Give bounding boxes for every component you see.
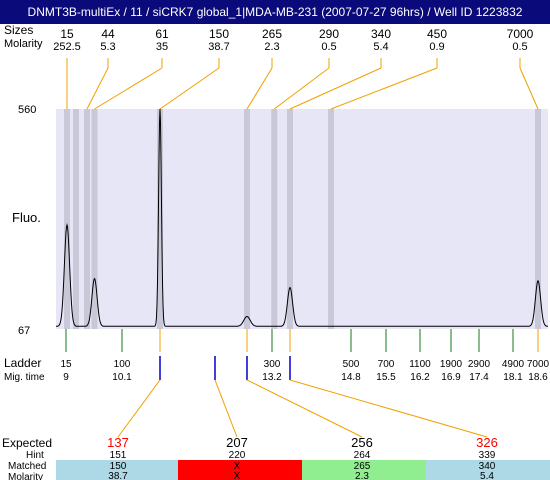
matched-label: Matched <box>8 461 46 472</box>
ladder-size-label: 300 <box>264 359 281 370</box>
ladder-migtime-label: 13.2 <box>262 372 282 383</box>
ladder-label: Ladder <box>4 356 41 370</box>
peak-molarity-label: 5.4 <box>373 41 388 53</box>
plot-area <box>56 109 548 329</box>
ladder-migtime-label: 16.9 <box>441 372 461 383</box>
peak-molarity-label: 38.7 <box>208 41 229 53</box>
ladder-size-label: 700 <box>378 359 395 370</box>
peak-size-label: 44 <box>101 27 115 41</box>
peak-molarity-label: 0.9 <box>429 41 444 53</box>
peak-band <box>271 109 278 329</box>
peak-molarity-label: 5.3 <box>100 41 115 53</box>
peak-connector-diagonal <box>273 67 330 110</box>
ladder-size-label: 1900 <box>440 359 463 370</box>
expected-status-bar <box>302 460 426 480</box>
peak-band <box>91 109 98 329</box>
hint-value: 220 <box>229 450 246 461</box>
hint-label: Hint <box>26 450 44 461</box>
peak-connector-diagonal <box>86 67 109 110</box>
matched-value: X <box>234 461 241 472</box>
peak-band <box>287 109 293 329</box>
peak-size-label: 7000 <box>507 27 534 41</box>
ladder-migtime-label: 9 <box>63 372 69 383</box>
peak-band <box>73 109 79 329</box>
peak-connector-diagonal <box>330 67 438 110</box>
ladder-size-label: 1100 <box>409 359 431 370</box>
expected-label: Expected <box>2 436 52 450</box>
molarity-value: 5.4 <box>480 471 494 480</box>
expected-connector <box>214 379 238 438</box>
expected-connector <box>246 379 363 438</box>
ladder-size-label: 2900 <box>468 359 491 370</box>
matched-value: 265 <box>354 461 371 472</box>
peak-molarity-label: 0.5 <box>321 41 336 53</box>
peak-band <box>328 109 334 329</box>
peak-band <box>244 109 250 329</box>
ladder-migtime-label: 10.1 <box>112 372 132 383</box>
ladder-migtime-label: 15.5 <box>376 372 396 383</box>
peak-band <box>84 109 90 329</box>
peak-molarity-label: 252.5 <box>53 41 81 53</box>
expected-molarity-label: Molarity <box>8 472 43 480</box>
expected-status-bar <box>56 460 178 480</box>
peak-connector-diagonal <box>289 67 382 110</box>
peak-connector-diagonal <box>159 67 220 110</box>
expected-connector <box>117 379 161 438</box>
expected-size-label: 326 <box>476 435 498 450</box>
ladder-size-label: 15 <box>60 359 72 370</box>
molarity-value: 2.3 <box>355 471 369 480</box>
expected-size-label: 207 <box>226 435 248 450</box>
expected-size-label: 137 <box>107 435 129 450</box>
hint-value: 339 <box>479 450 496 461</box>
ladder-size-label: 500 <box>343 359 360 370</box>
peak-size-label: 340 <box>371 27 391 41</box>
peak-size-label: 150 <box>209 27 229 41</box>
ladder-migtime-label: 18.1 <box>503 372 523 383</box>
y-axis-label: Fluo. <box>12 210 41 225</box>
y-max-label: 560 <box>18 104 36 116</box>
expected-size-label: 256 <box>351 435 373 450</box>
hint-value: 264 <box>354 450 371 461</box>
peak-molarity-label: 35 <box>156 41 168 53</box>
y-min-label: 67 <box>18 325 30 337</box>
peak-size-label: 450 <box>427 27 447 41</box>
ladder-size-label: 100 <box>114 359 131 370</box>
window-title: DNMT3B-multiEx / 11 / siCRK7 global_1|MD… <box>0 0 550 24</box>
ladder-size-label: 4900 <box>502 359 525 370</box>
ladder-migtime-label: 17.4 <box>469 372 489 383</box>
ladder-migtime-label: 18.6 <box>528 372 548 383</box>
expected-status-bar <box>426 460 550 480</box>
expected-connector <box>289 379 488 438</box>
electropherogram-trace <box>56 108 548 327</box>
peak-band <box>535 109 541 329</box>
migtime-label: Mig. time <box>4 372 45 383</box>
peak-molarity-label: 2.3 <box>264 41 279 53</box>
ladder-migtime-label: 16.2 <box>410 372 430 383</box>
ladder-migtime-label: 14.8 <box>341 372 361 383</box>
peak-size-label: 15 <box>60 27 74 41</box>
hint-value: 151 <box>110 450 127 461</box>
peak-connector-diagonal <box>519 67 539 110</box>
matched-value: 150 <box>110 461 127 472</box>
ladder-size-label: 7000 <box>527 359 550 370</box>
molarity-value: X <box>234 471 241 480</box>
peak-size-label: 265 <box>262 27 282 41</box>
peak-molarity-label: 0.5 <box>512 41 527 53</box>
molarity-value: 38.7 <box>108 471 128 480</box>
peak-size-label: 61 <box>155 27 169 41</box>
peak-band <box>157 109 163 329</box>
peak-connector-diagonal <box>94 67 163 110</box>
matched-value: 340 <box>479 461 496 472</box>
sizes-label: Sizes <box>4 23 33 37</box>
molarity-label: Molarity <box>4 38 43 50</box>
peak-band <box>64 109 70 329</box>
expected-status-bar <box>178 460 302 480</box>
peak-connector-diagonal <box>246 67 273 110</box>
peak-size-label: 290 <box>319 27 339 41</box>
